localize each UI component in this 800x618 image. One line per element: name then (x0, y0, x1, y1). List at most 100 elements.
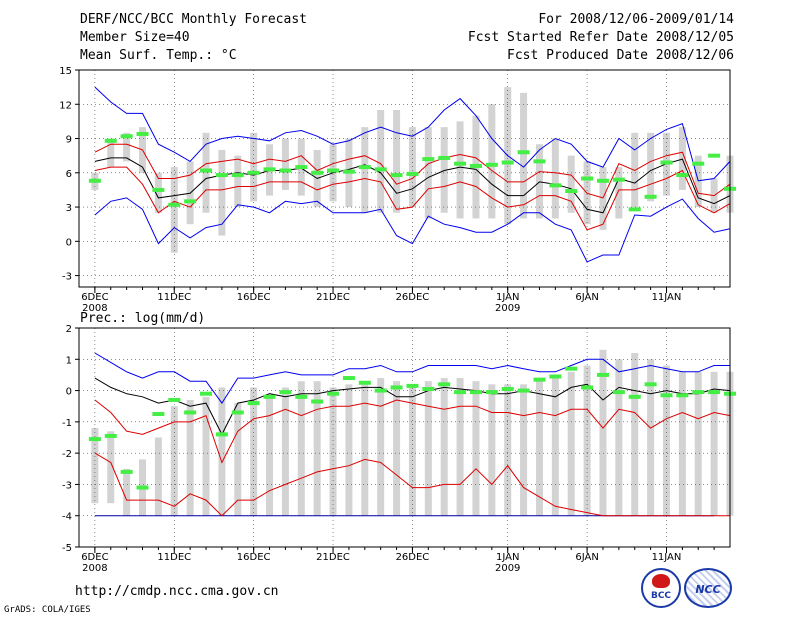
temp-ensemble-box (408, 127, 416, 208)
temp-climate-mark (676, 173, 689, 178)
prec-x-tick-label: 11JAN (652, 552, 682, 563)
prec-ensemble-box (361, 384, 369, 516)
temp-y-tick-label: 12 (59, 100, 72, 111)
prec-ensemble-box (599, 349, 607, 516)
temp-ensemble-box (440, 127, 448, 213)
temp-climate-mark (708, 153, 721, 158)
temp-ensemble-box (647, 132, 655, 202)
temp-ensemble-box (154, 172, 162, 213)
temp-ensemble-box (551, 138, 559, 219)
temp-x-tick-label: 26DEC (396, 292, 430, 303)
temp-series-max (94, 86, 731, 182)
temp-series-upper (94, 143, 731, 199)
prec-ensemble-box (107, 431, 115, 504)
temp-x-tick-label: 11DEC (157, 292, 191, 303)
temp-climate-mark (501, 160, 514, 165)
prec-climate-mark (501, 387, 514, 392)
temp-climate-mark (374, 167, 387, 172)
temp-ensemble-box (377, 109, 385, 213)
prec-ensemble-box (647, 359, 655, 516)
prec-climate-mark (692, 390, 705, 395)
temp-y-tick-label: 0 (66, 237, 72, 248)
prec-climate-mark (676, 393, 689, 398)
prec-ensemble-box (456, 378, 464, 516)
prec-ensemble-box (678, 371, 686, 516)
source-url[interactable]: http://cmdp.ncc.cma.gov.cn (75, 584, 279, 599)
temp-climate-mark (104, 138, 117, 143)
prec-climate-mark (390, 385, 403, 390)
temp-climate-mark (438, 155, 451, 160)
prec-ensemble-box (329, 387, 337, 516)
prec-ensemble-box (440, 378, 448, 516)
temp-y-tick-label: 15 (59, 66, 72, 77)
prec-x-tick-label: 1JAN (496, 552, 519, 563)
prec-climate-mark (200, 391, 213, 396)
temp-climate-mark (279, 168, 292, 173)
prec-climate-mark (581, 385, 594, 390)
temp-climate-mark (88, 178, 101, 183)
prec-ensemble-box (91, 428, 99, 504)
prec-climate-mark (215, 432, 228, 437)
prec-ensemble-box (313, 381, 321, 516)
temp-climate-mark (485, 162, 498, 167)
prec-ensemble-box (408, 384, 416, 516)
temp-ensemble-box (250, 132, 258, 202)
prec-climate-mark (485, 390, 498, 395)
prec-ensemble-box (186, 399, 194, 516)
prec-climate-mark (612, 390, 625, 395)
prec-climate-mark (628, 394, 641, 399)
prec-ensemble-box (345, 384, 353, 516)
prec-plot-frame (78, 327, 731, 548)
temp-climate-mark (152, 187, 165, 192)
prec-climate-mark (311, 399, 324, 404)
temp-ensemble-box (456, 121, 464, 219)
temp-y-tick-label: 6 (66, 169, 72, 180)
temp-y-tick-label: 9 (66, 135, 72, 146)
temp-climate-mark (628, 207, 641, 212)
forecast-period: For 2008/12/06-2009/01/14 (538, 12, 734, 27)
temp-x-tick-year: 2008 (82, 303, 107, 314)
temp-climate-mark (517, 150, 530, 155)
prec-ensemble-box (520, 384, 528, 516)
prec-climate-mark (406, 383, 419, 388)
prec-y-tick-label: -2 (62, 449, 72, 460)
temp-x-tick-label: 6JAN (575, 292, 598, 303)
prec-climate-mark (327, 391, 340, 396)
temp-ensemble-box (234, 155, 242, 208)
temp-ensemble-box (218, 149, 226, 236)
temp-x-tick-label: 1JAN (496, 292, 519, 303)
prec-ensemble-box (281, 387, 289, 516)
prec-y-tick-label: -3 (62, 480, 72, 491)
prec-ensemble-box (297, 381, 305, 516)
prec-ensemble-box (504, 384, 512, 516)
prec-ensemble-box (250, 387, 258, 516)
forecast-start-date: Fcst Started Refer Date 2008/12/05 (467, 30, 734, 45)
temp-climate-mark (692, 161, 705, 166)
temp-climate-mark (263, 167, 276, 172)
temp-ensemble-box (107, 138, 115, 168)
prec-ensemble-box (472, 381, 480, 516)
temp-ensemble-box (678, 127, 686, 190)
temp-climate-mark (390, 173, 403, 178)
temp-ensemble-box (694, 155, 702, 208)
prec-climate-mark (596, 372, 609, 377)
temp-climate-mark (581, 176, 594, 181)
temp-climate-mark (215, 173, 228, 178)
temp-ensemble-box (202, 132, 210, 213)
prec-x-tick-label: 21DEC (316, 552, 350, 563)
temp-y-tick-label: -3 (62, 272, 72, 283)
prec-climate-mark (168, 397, 181, 402)
prec-series-max (94, 352, 730, 404)
prec-ensemble-box (535, 378, 543, 516)
prec-x-tick-label: 26DEC (396, 552, 430, 563)
temp-ensemble-box (520, 92, 528, 219)
temp-climate-mark (454, 161, 467, 166)
prec-climate-mark (120, 469, 133, 474)
temp-climate-mark (168, 202, 181, 207)
temp-climate-mark (660, 160, 673, 165)
prec-y-tick-label: -4 (62, 512, 72, 523)
prec-ensemble-box (218, 387, 226, 516)
prec-climate-mark (708, 390, 721, 395)
prec-ensemble-box (567, 371, 575, 516)
prec-ensemble-box (551, 374, 559, 516)
